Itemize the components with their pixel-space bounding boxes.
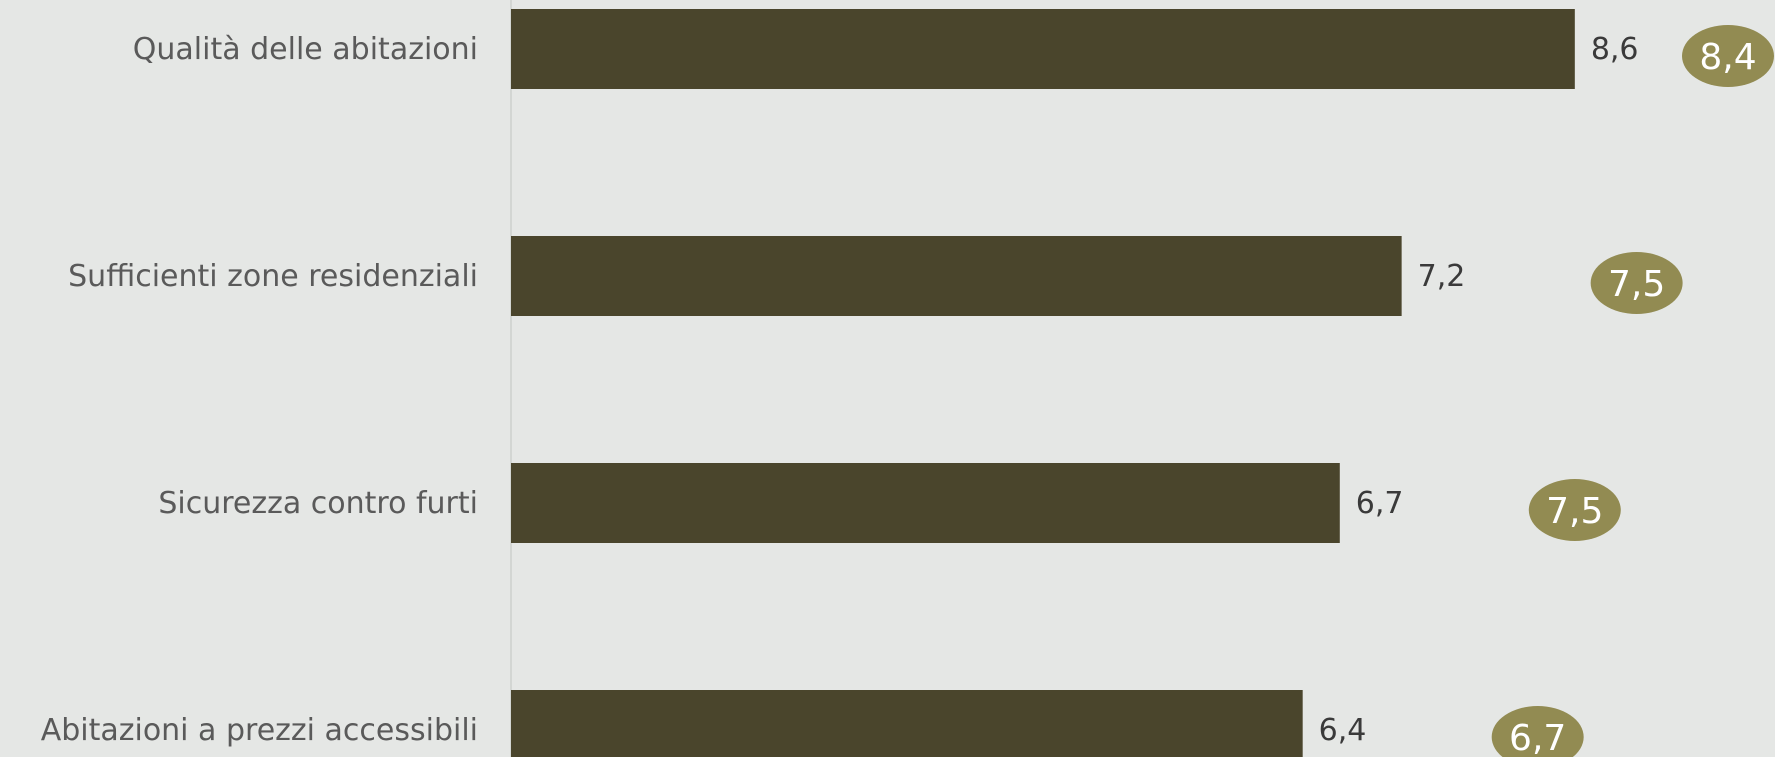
- comparison-bubble: [1590, 252, 1683, 314]
- bar: [511, 463, 1340, 543]
- bar-value-label: 6,4: [1319, 713, 1367, 748]
- category-label: Sufficienti zone residenziali: [68, 259, 478, 294]
- bar-value-label: 7,2: [1418, 259, 1466, 294]
- comparison-value-label: 8,4: [1699, 37, 1756, 78]
- category-label: Sicurezza contro furti: [158, 486, 478, 521]
- bar: [511, 9, 1575, 89]
- category-label: Abitazioni a prezzi accessibili: [41, 713, 478, 748]
- comparison-bubble: [1682, 25, 1774, 87]
- bar-value-label: 8,6: [1591, 32, 1639, 67]
- comparison-bubble: [1528, 479, 1621, 541]
- bar-value-label: 6,7: [1356, 486, 1404, 521]
- category-label: Qualità delle abitazioni: [133, 32, 478, 67]
- comparison-bubble: [1491, 706, 1584, 757]
- comparison-value-label: 7,5: [1608, 264, 1665, 305]
- bar: [511, 690, 1303, 757]
- comparison-value-label: 7,5: [1546, 491, 1603, 532]
- comparison-value-label: 6,7: [1509, 718, 1566, 757]
- bar: [511, 236, 1402, 316]
